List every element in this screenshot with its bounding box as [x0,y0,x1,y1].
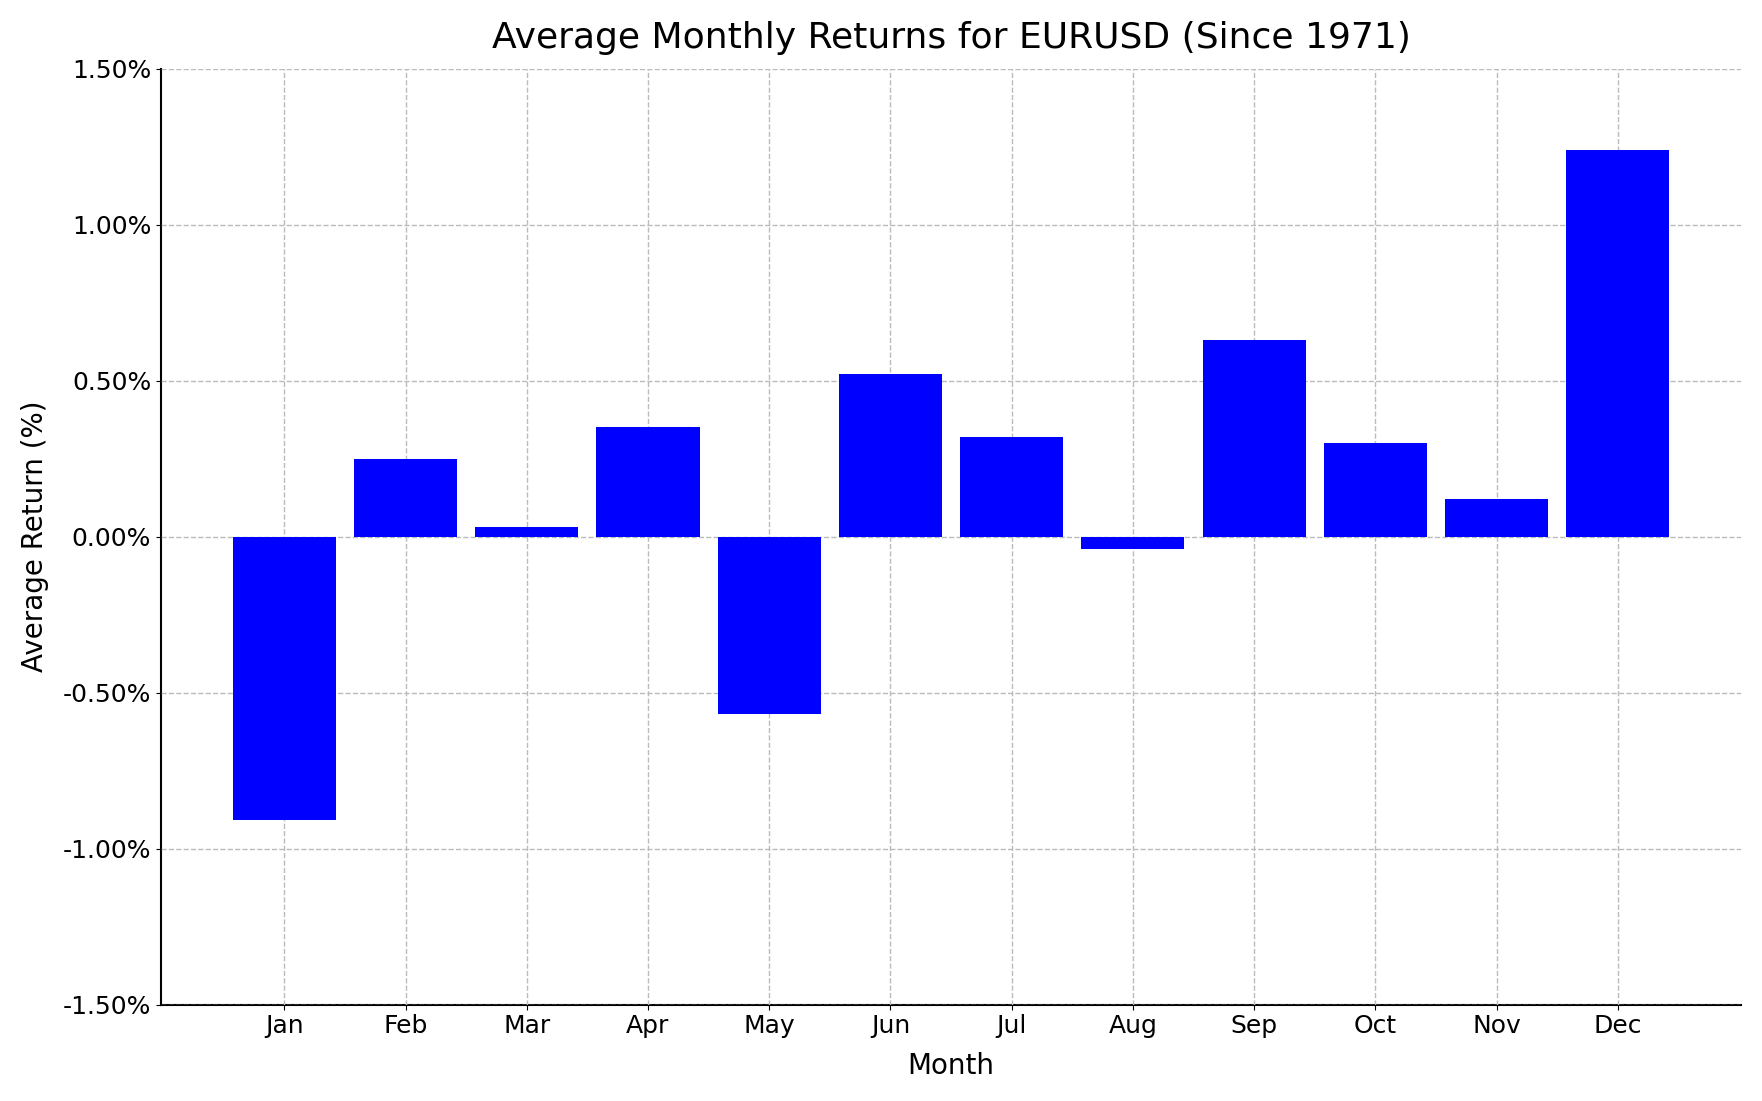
Bar [1203,340,1306,536]
Title: Average Monthly Returns for EURUSD (Since 1971): Average Monthly Returns for EURUSD (Sinc… [492,21,1411,55]
Bar [597,427,700,536]
X-axis label: Month: Month [907,1053,994,1080]
Bar [960,437,1062,536]
Bar [233,536,337,820]
Bar [1082,536,1184,549]
Bar [717,536,821,715]
Y-axis label: Average Return (%): Average Return (%) [21,401,49,673]
Bar [1566,150,1669,536]
Bar [1323,443,1427,536]
Bar [1445,499,1549,536]
Bar [839,374,943,536]
Bar [476,527,578,536]
Bar [354,459,456,536]
